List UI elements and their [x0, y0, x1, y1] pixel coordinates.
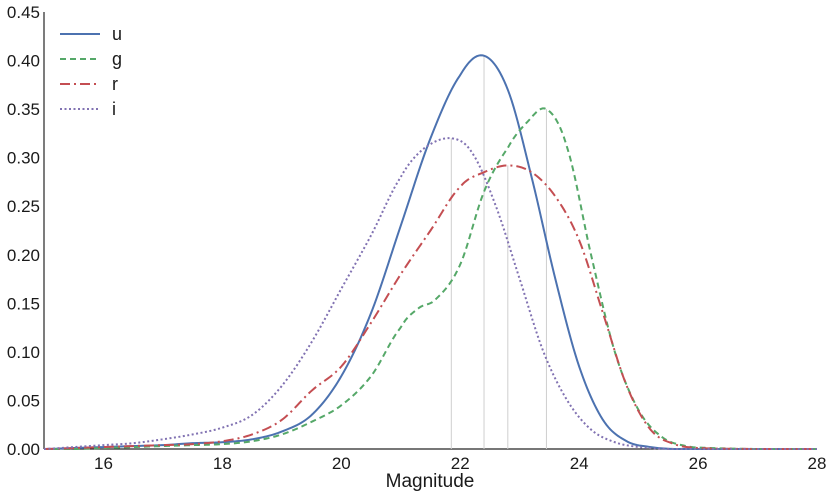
y-tick-label: 0.45	[7, 3, 40, 22]
x-tick-labels: 16 18 20 22 24 26 28	[94, 454, 826, 473]
x-tick-label: 24	[570, 454, 589, 473]
y-tick-label: 0.10	[7, 343, 40, 362]
x-tick-label: 26	[689, 454, 708, 473]
series-line-u	[43, 54, 817, 450]
y-tick-label: 0.00	[7, 440, 40, 459]
x-tick-label: 28	[808, 454, 827, 473]
x-axis-title: Magnitude	[386, 471, 475, 492]
y-tick-label: 0.20	[7, 246, 40, 265]
series-line-r	[43, 164, 817, 450]
x-tick-label: 20	[332, 454, 351, 473]
y-tick-label: 0.25	[7, 197, 40, 216]
legend-label-g: g	[112, 49, 122, 69]
legend-label-u: u	[112, 24, 122, 44]
peak-lines	[450, 55, 547, 449]
y-tick-label: 0.05	[7, 391, 40, 410]
series-line-i	[43, 137, 817, 450]
y-tick-label: 0.35	[7, 100, 40, 119]
plot-area: 16 18 20 22 24 26 28 0.000.050.100.150.200.250…	[7, 3, 827, 473]
y-tick-label: 0.30	[7, 149, 40, 168]
series-line-g	[44, 107, 817, 450]
series-lines	[43, 54, 817, 450]
x-tick-label: 16	[94, 454, 113, 473]
legend-label-i: i	[112, 99, 116, 119]
y-tick-label: 0.40	[7, 52, 40, 71]
legend-label-r: r	[112, 74, 118, 94]
x-tick-label: 18	[213, 454, 232, 473]
y-tick-label: 0.15	[7, 294, 40, 313]
y-tick-labels: 0.00 0.05 0.10 0.15 0.20 0.25 0.30 0.35 0.40 0.45	[7, 3, 40, 459]
x-tick-label: 22	[451, 454, 470, 473]
